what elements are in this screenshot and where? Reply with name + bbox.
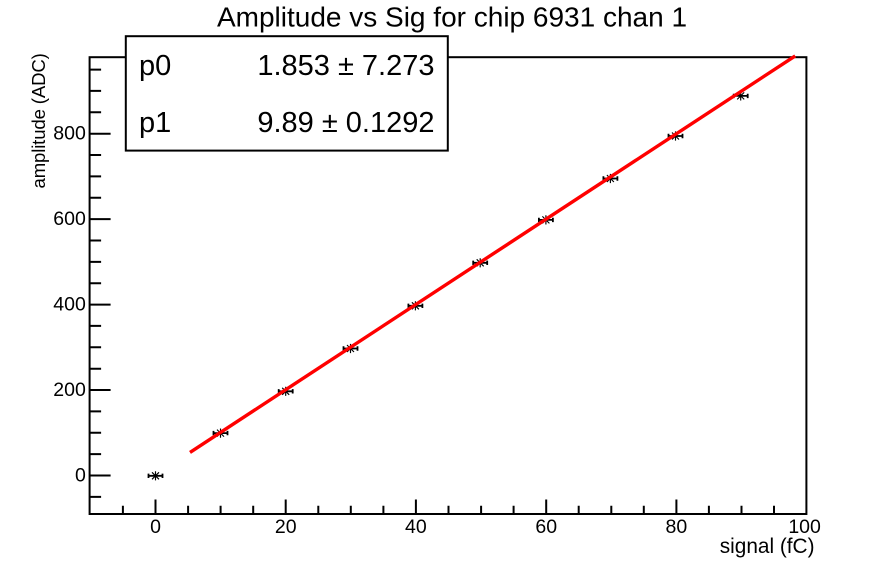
- svg-text:0: 0: [75, 465, 86, 487]
- svg-text:200: 200: [53, 379, 86, 401]
- svg-text:0: 0: [150, 516, 161, 538]
- svg-text:600: 600: [53, 208, 86, 230]
- svg-text:amplitude (ADC): amplitude (ADC): [28, 53, 49, 188]
- svg-text:40: 40: [405, 516, 427, 538]
- svg-text:800: 800: [53, 123, 86, 145]
- svg-text:80: 80: [666, 516, 688, 538]
- svg-text:p1: p1: [139, 107, 171, 139]
- svg-text:1.853 ± 7.273: 1.853 ± 7.273: [257, 50, 434, 82]
- svg-text:20: 20: [275, 516, 297, 538]
- svg-text:signal (fC): signal (fC): [720, 535, 815, 558]
- svg-text:9.89 ± 0.1292: 9.89 ± 0.1292: [257, 107, 434, 139]
- svg-text:60: 60: [535, 516, 557, 538]
- svg-text:100: 100: [788, 516, 821, 538]
- svg-text:p0: p0: [139, 50, 171, 82]
- svg-text:Amplitude vs Sig for chip 6931: Amplitude vs Sig for chip 6931 chan 1: [217, 2, 687, 33]
- svg-text:400: 400: [53, 294, 86, 316]
